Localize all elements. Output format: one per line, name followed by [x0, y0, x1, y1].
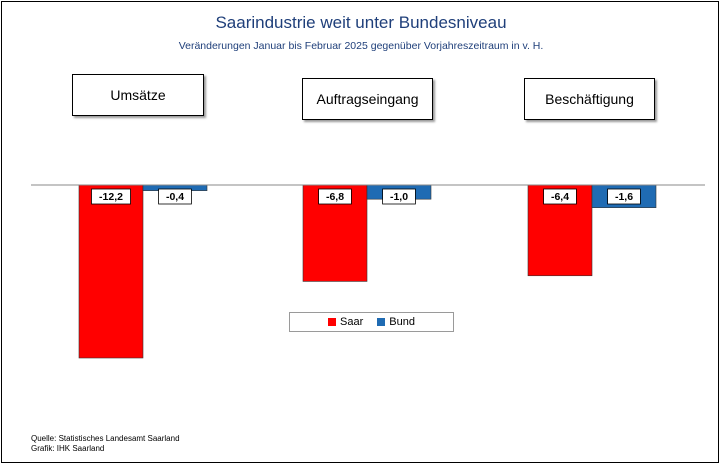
data-label-saar-1: -6,8 — [326, 191, 344, 203]
graphic-credit: Grafik: IHK Saarland — [31, 444, 105, 453]
category-label-auftragseingang: Auftragseingang — [302, 78, 433, 120]
chart-title: Saarindustrie weit unter Bundesniveau — [215, 13, 507, 32]
data-label-box-saar-2 — [543, 188, 577, 205]
category-label-beschaeftigung: Beschäftigung — [524, 78, 655, 120]
data-label-box-saar-0 — [91, 188, 131, 205]
data-label-saar-2: -6,4 — [551, 191, 569, 203]
data-label-saar-0: -12,2 — [99, 191, 123, 203]
data-label-bund-2: -1,6 — [615, 191, 633, 203]
legend-swatch-bund — [377, 318, 386, 326]
source-note: Quelle: Statistisches Landesamt Saarland — [31, 434, 180, 443]
data-label-bund-0: -0,4 — [166, 191, 184, 203]
legend-label-bund: Bund — [389, 316, 415, 328]
data-label-box-bund-0 — [158, 188, 192, 205]
data-label-box-bund-1 — [382, 188, 416, 205]
chart-subtitle: Veränderungen Januar bis Februar 2025 ge… — [178, 40, 544, 52]
legend-label-saar: Saar — [340, 316, 364, 328]
bar-saar-0 — [78, 184, 144, 359]
legend-swatch-saar — [328, 318, 337, 326]
data-label-box-saar-1 — [318, 188, 352, 205]
legend-item-saar: Saar — [328, 316, 363, 328]
legend-item-bund: Bund — [377, 316, 415, 328]
chart-legend: Saar Bund — [289, 312, 454, 332]
data-label-box-bund-2 — [607, 188, 641, 205]
data-label-bund-1: -1,0 — [390, 191, 408, 203]
category-label-umsaetze: Umsätze — [72, 74, 204, 116]
